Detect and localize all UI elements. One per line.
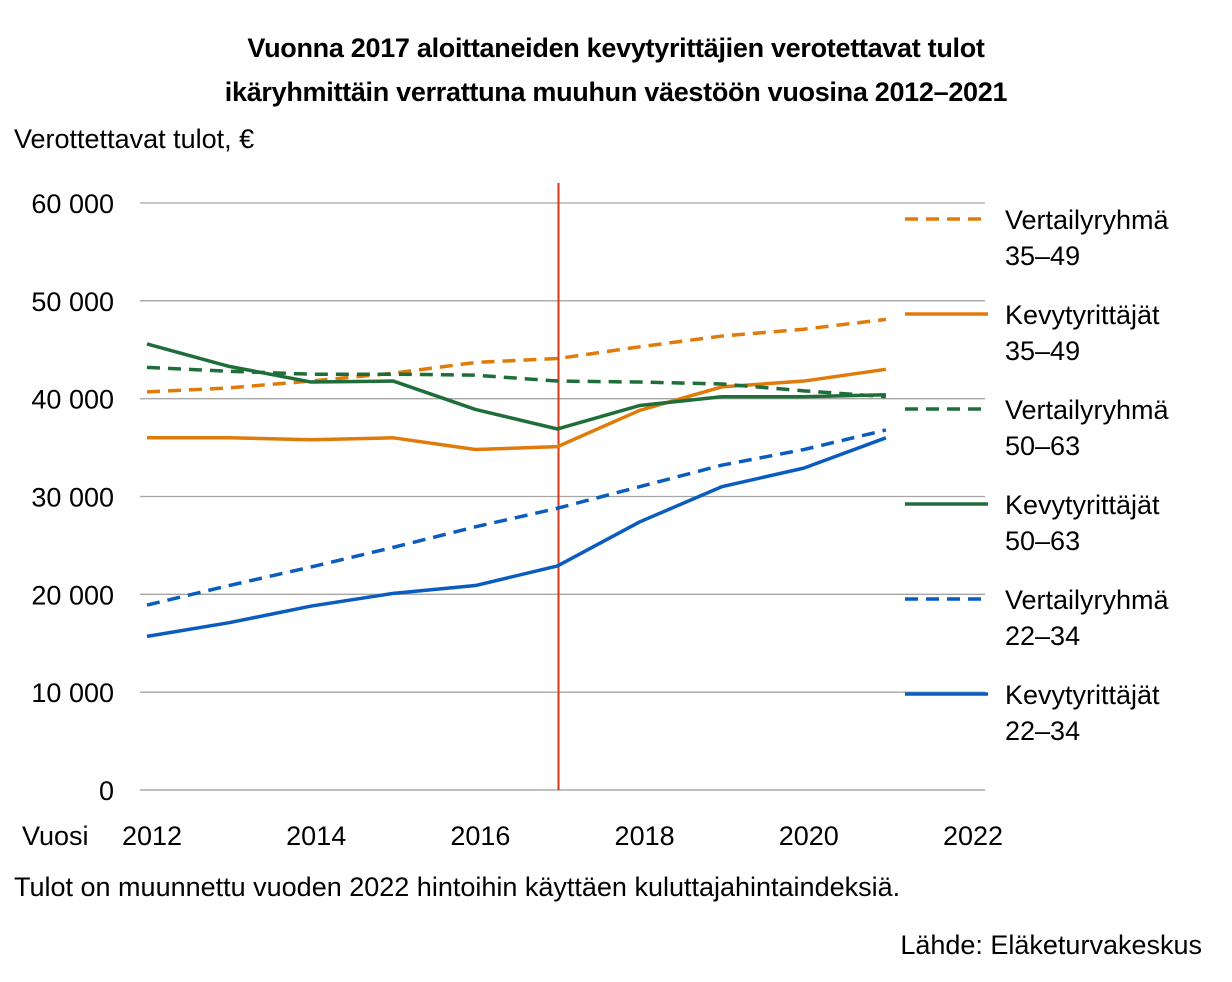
footnote: Tulot on muunnettu vuoden 2022 hintoihin… [14,872,901,902]
legend-item-5: Kevytyrittäjät 22–34 [905,680,1160,746]
series-line-3 [146,342,886,431]
legend-label-line-2: 22–34 [1005,621,1080,651]
legend-label-line-1: Vertailyryhmä [1005,585,1170,615]
y-tick-label: 0 [99,776,114,806]
series-line-2 [146,365,887,399]
y-tick-label: 20 000 [31,580,114,610]
y-tick-label: 60 000 [31,189,114,219]
chart-title-line-2: ikäryhmittäin verrattuna muuhun väestöön… [224,77,1008,107]
y-tick-label: 40 000 [31,385,114,415]
y-tick-label: 10 000 [31,678,114,708]
x-tick-label: 2022 [943,821,1003,851]
legend-label-line-2: 50–63 [1005,431,1080,461]
x-tick-label: 2014 [286,821,346,851]
legend-item-0: Vertailyryhmä 35–49 [905,205,1170,271]
y-tick-label: 50 000 [31,287,114,317]
x-tick-label: 2016 [450,821,510,851]
legend-label-line-2: 22–34 [1005,716,1080,746]
series-line-5 [146,436,887,639]
series-line-4 [146,428,887,607]
series-line-0 [146,317,887,394]
chart-title-line-1: Vuonna 2017 aloittaneiden kevytyrittäjie… [247,33,985,63]
chart-title: Vuonna 2017 aloittaneiden kevytyrittäjie… [0,26,1232,114]
x-tick-label: 2018 [615,821,675,851]
x-tick-label: 2012 [122,821,182,851]
legend-item-3: Kevytyrittäjät 50–63 [905,490,1160,556]
legend-item-1: Kevytyrittäjät 35–49 [905,300,1160,366]
legend-label-line-2: 35–49 [1005,336,1080,366]
y-axis-label: Verottettavat tulot, € [14,124,255,154]
x-axis-label: Vuosi [22,821,89,851]
legend-label-line-1: Kevytyrittäjät [1005,490,1160,520]
series-line-1 [147,367,887,452]
legend-item-4: Vertailyryhmä 22–34 [905,585,1170,651]
legend-label-line-1: Kevytyrittäjät [1005,300,1160,330]
legend-label-line-1: Vertailyryhmä [1005,205,1170,235]
legend-item-2: Vertailyryhmä 50–63 [905,395,1170,461]
source-note: Lähde: Eläketurvakeskus [900,930,1202,960]
legend-label-line-2: 35–49 [1005,241,1080,271]
legend-label-line-2: 50–63 [1005,526,1080,556]
y-tick-label: 30 000 [31,483,114,513]
legend-label-line-1: Kevytyrittäjät [1005,680,1160,710]
legend-label-line-1: Vertailyryhmä [1005,395,1170,425]
x-tick-label: 2020 [779,821,839,851]
